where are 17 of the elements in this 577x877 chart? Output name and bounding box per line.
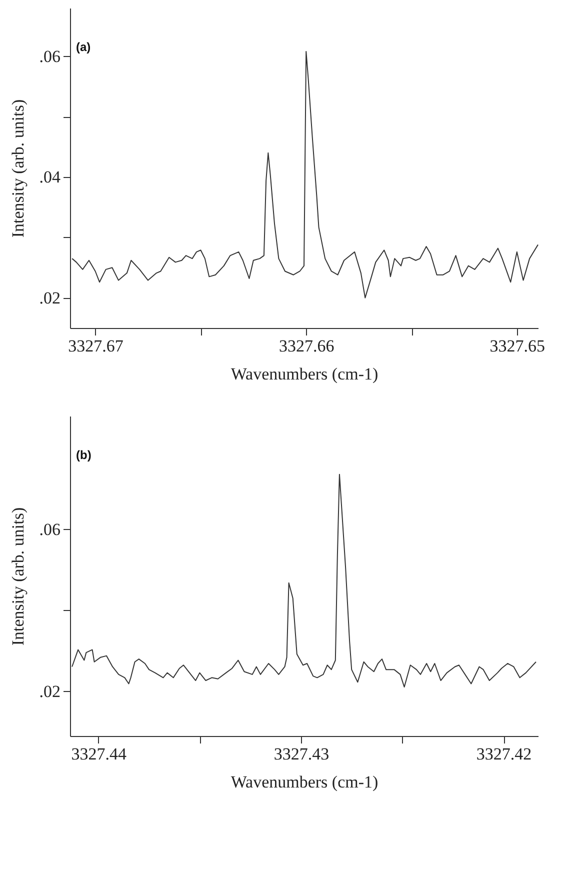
x-axis-title: Wavenumbers (cm-1) xyxy=(230,772,378,792)
annotation: (a) xyxy=(76,40,91,54)
y-tick-label: .06 xyxy=(39,520,60,539)
x-tick-label: 3327.65 xyxy=(490,336,546,356)
y-tick-label: .02 xyxy=(39,288,60,308)
annotation: (b) xyxy=(76,448,92,462)
y-tick-label: .04 xyxy=(39,168,61,187)
y-tick-label: .02 xyxy=(39,682,60,701)
y-axis-title: Intensity (arb. units) xyxy=(8,507,28,646)
y-axis-title: Intensity (arb. units) xyxy=(8,99,28,238)
x-tick-label: 3327.66 xyxy=(278,336,334,356)
x-tick-label: 3327.43 xyxy=(274,744,330,764)
x-axis-title: Wavenumbers (cm-1) xyxy=(230,364,378,384)
x-tick-label: 3327.42 xyxy=(476,744,532,764)
x-tick-label: 3327.44 xyxy=(71,744,127,764)
y-tick-label: .06 xyxy=(39,46,60,66)
x-tick-label: 3327.67 xyxy=(68,336,124,356)
